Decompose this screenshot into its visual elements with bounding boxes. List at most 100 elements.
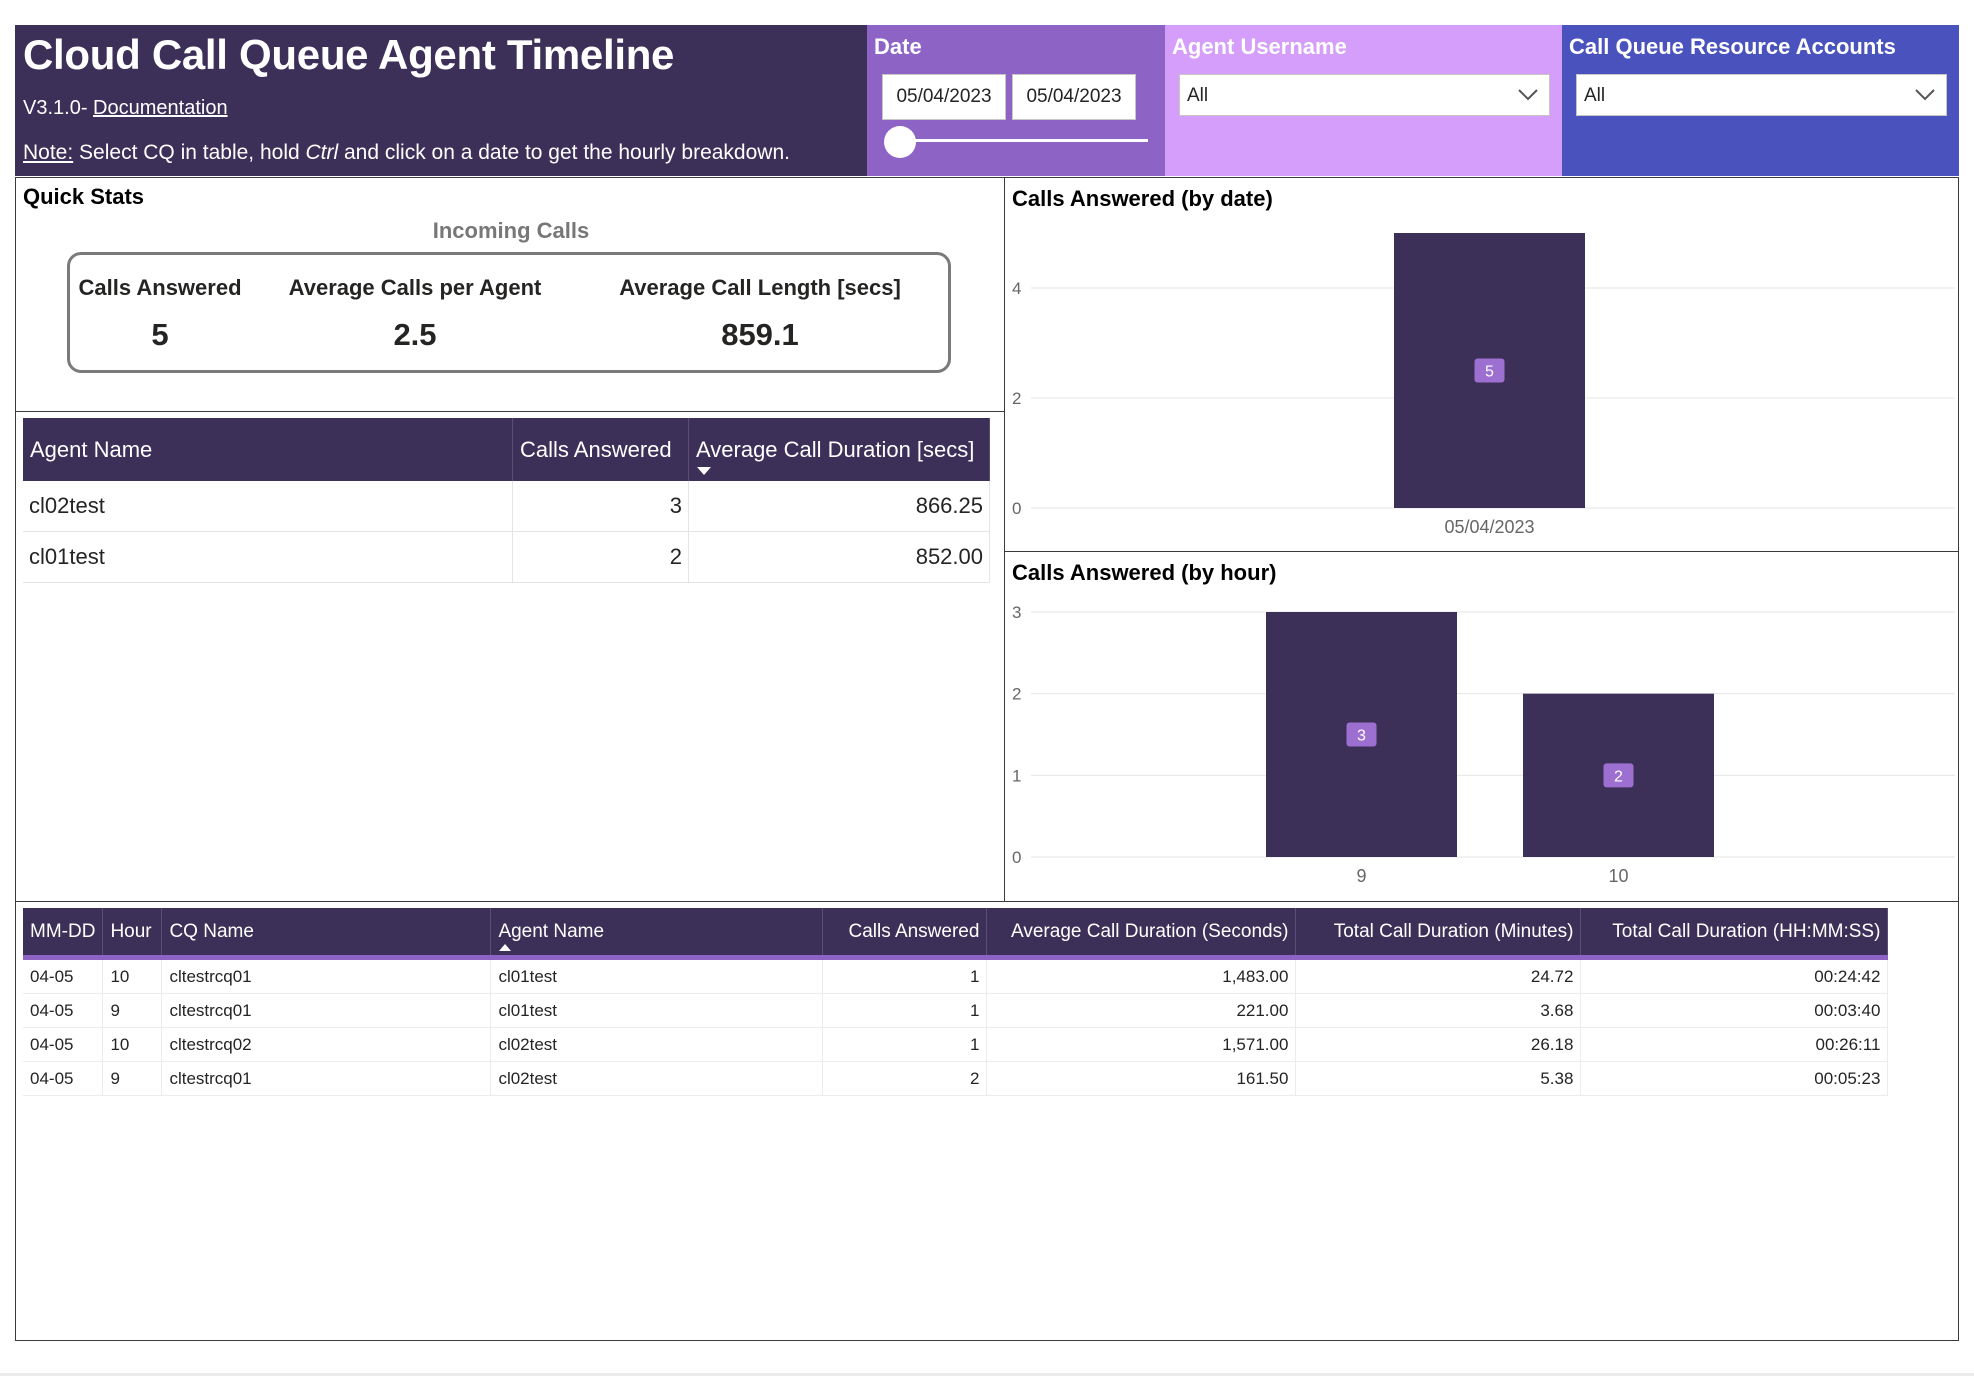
total-hhmmss-cell: 00:26:11 bbox=[1580, 1027, 1889, 1062]
calls-by-hour-plot: 0 1 2 3 3 9 2 10 bbox=[1012, 603, 1955, 886]
x-tick-label: 10 bbox=[1608, 866, 1628, 886]
calls-answered-value: 5 bbox=[151, 317, 169, 352]
note-ctrl: Ctrl bbox=[305, 141, 339, 164]
y-tick-label: 1 bbox=[1012, 766, 1021, 785]
chevron-down-icon bbox=[1915, 89, 1935, 101]
calls-by-hour-chart: 0 1 2 3 3 9 2 10 Calls Answered (by hour) bbox=[1004, 551, 1959, 902]
call-queue-value: All bbox=[1584, 85, 1606, 106]
version-label: V3.1.0- bbox=[23, 97, 88, 119]
calls-answered-cell: 2 bbox=[822, 1061, 988, 1096]
date-end-input[interactable]: 05/04/2023 bbox=[1012, 74, 1136, 120]
hour-cell: 10 bbox=[102, 957, 163, 994]
total-minutes-cell: 26.18 bbox=[1295, 1027, 1582, 1062]
calls-answered-cell: 1 bbox=[822, 957, 988, 994]
average-call-length-value: 859.1 bbox=[721, 317, 799, 352]
call-queue-slicer: Call Queue Resource Accounts All bbox=[1562, 25, 1959, 176]
calls-answered-cell: 1 bbox=[822, 993, 988, 1028]
calls-by-date-title: Calls Answered (by date) bbox=[1012, 186, 1273, 211]
calls-by-date-chart: 0 2 4 5 05/04/2023 Calls Answered (by date) bbox=[1004, 177, 1959, 552]
table-row[interactable]: 04-05 10 cltestrcq01 cl01test 1 1,483.00 24.72… bbox=[23, 957, 1889, 994]
table-row[interactable]: 04-05 10 cltestrcq02 cl02test 1 1,571.00 26.18… bbox=[23, 1027, 1889, 1062]
average-call-duration-cell: 866.25 bbox=[688, 481, 990, 532]
calls-answered-cell: 2 bbox=[512, 531, 689, 583]
average-call-duration-cell: 1,483.00 bbox=[986, 957, 1297, 994]
date-start-input[interactable]: 05/04/2023 bbox=[882, 74, 1006, 120]
data-label: 3 bbox=[1357, 728, 1366, 745]
agent-name-cell: cl02test bbox=[490, 1027, 824, 1062]
sort-descending-icon bbox=[697, 467, 711, 475]
page-title: Cloud Call Queue Agent Timeline bbox=[23, 31, 675, 78]
title-panel: Cloud Call Queue Agent Timeline V3.1.0- … bbox=[15, 25, 867, 176]
agent-name-cell: cl01test bbox=[490, 957, 824, 994]
total-hhmmss-cell: 00:24:42 bbox=[1580, 957, 1889, 994]
data-label-badge bbox=[1474, 358, 1505, 383]
call-queue-dropdown[interactable]: All bbox=[1576, 74, 1947, 116]
date-slicer-title: Date bbox=[874, 34, 922, 59]
detail-table: MM-DD Hour CQ Name Agent Name Calls Answ… bbox=[23, 908, 1889, 1096]
version-line: V3.1.0- Documentation bbox=[23, 97, 228, 120]
data-label-badge bbox=[1346, 722, 1377, 747]
agent-name-header[interactable]: Agent Name bbox=[23, 418, 513, 481]
calls-answered-header[interactable]: Calls Answered bbox=[512, 418, 689, 481]
chevron-down-icon bbox=[1518, 89, 1538, 101]
agent-username-dropdown[interactable]: All bbox=[1179, 74, 1550, 116]
calls-by-hour-title: Calls Answered (by hour) bbox=[1012, 560, 1277, 585]
calls-answered-label: Calls Answered bbox=[78, 275, 242, 300]
average-call-duration-seconds-header[interactable]: Average Call Duration (Seconds) bbox=[986, 908, 1297, 960]
table-row[interactable]: cl02test 3 866.25 bbox=[23, 481, 990, 532]
table-row[interactable]: 04-05 9 cltestrcq01 cl01test 1 221.00 3.68 00:0… bbox=[23, 993, 1889, 1028]
data-label-badge bbox=[1603, 763, 1634, 788]
total-call-duration-hhmmss-header[interactable]: Total Call Duration (HH:MM:SS) bbox=[1580, 908, 1889, 960]
page-bottom-strip bbox=[0, 1373, 1974, 1376]
note-text-1: Select CQ in table, hold bbox=[73, 141, 306, 164]
average-call-duration-cell: 221.00 bbox=[986, 993, 1297, 1028]
average-call-length-label: Average Call Length [secs] bbox=[619, 275, 901, 300]
agent-name-cell: cl02test bbox=[23, 481, 513, 532]
total-minutes-cell: 24.72 bbox=[1295, 957, 1582, 994]
agent-name-cell: cl01test bbox=[490, 993, 824, 1028]
agent-table: Agent Name Calls Answered Average Call D… bbox=[23, 418, 990, 583]
y-tick-label: 0 bbox=[1012, 499, 1021, 518]
calls-answered-cell: 1 bbox=[822, 1027, 988, 1062]
x-tick-label: 9 bbox=[1356, 866, 1366, 886]
note-line: Note: Select CQ in table, hold Ctrl and … bbox=[23, 141, 790, 165]
x-tick-label: 05/04/2023 bbox=[1444, 517, 1534, 537]
table-row[interactable]: 04-05 9 cltestrcq01 cl02test 2 161.50 5.38 00:0… bbox=[23, 1061, 1889, 1096]
mm-dd-header[interactable]: MM-DD bbox=[23, 908, 104, 960]
data-label: 5 bbox=[1485, 364, 1494, 381]
total-hhmmss-cell: 00:05:23 bbox=[1580, 1061, 1889, 1096]
agent-table-panel: Agent Name Calls Answered Average Call D… bbox=[15, 411, 1005, 902]
detail-table-panel: MM-DD Hour CQ Name Agent Name Calls Answ… bbox=[15, 901, 1959, 1341]
agent-username-slicer: Agent Username All bbox=[1165, 25, 1562, 176]
call-queue-slicer-title: Call Queue Resource Accounts bbox=[1569, 34, 1896, 59]
date-slicer: Date 05/04/2023 05/04/2023 bbox=[867, 25, 1165, 176]
average-call-duration-cell: 1,571.00 bbox=[986, 1027, 1297, 1062]
stats-card: Calls Answered 5 Average Calls per Agent… bbox=[67, 252, 951, 373]
y-tick-label: 0 bbox=[1012, 848, 1021, 867]
cq-name-header[interactable]: CQ Name bbox=[161, 908, 492, 960]
incoming-calls-label: Incoming Calls bbox=[432, 218, 590, 243]
calls-answered-header[interactable]: Calls Answered bbox=[822, 908, 988, 960]
average-call-duration-header[interactable]: Average Call Duration [secs] bbox=[688, 418, 990, 481]
documentation-link[interactable]: Documentation bbox=[93, 97, 228, 119]
calls-by-date-plot: 0 2 4 5 05/04/2023 bbox=[1012, 233, 1955, 537]
average-calls-per-agent-value: 2.5 bbox=[393, 317, 437, 352]
mm-dd-cell: 04-05 bbox=[23, 1027, 104, 1062]
cq-name-cell: cltestrcq02 bbox=[161, 1027, 492, 1062]
y-tick-label: 2 bbox=[1012, 389, 1021, 408]
table-row[interactable]: cl01test 2 852.00 bbox=[23, 531, 990, 583]
average-call-duration-cell: 161.50 bbox=[986, 1061, 1297, 1096]
mm-dd-cell: 04-05 bbox=[23, 993, 104, 1028]
agent-name-cell: cl01test bbox=[23, 531, 513, 583]
calls-answered-cell: 3 bbox=[512, 481, 689, 532]
total-minutes-cell: 3.68 bbox=[1295, 993, 1582, 1028]
note-text-2: and click on a date to get the hourly br… bbox=[338, 141, 790, 164]
total-call-duration-minutes-header[interactable]: Total Call Duration (Minutes) bbox=[1295, 908, 1582, 960]
date-range-track[interactable] bbox=[903, 139, 1148, 142]
cq-name-cell: cltestrcq01 bbox=[161, 993, 492, 1028]
hour-header[interactable]: Hour bbox=[102, 908, 163, 960]
agent-name-header[interactable]: Agent Name bbox=[490, 908, 824, 960]
agent-username-slicer-title: Agent Username bbox=[1172, 34, 1347, 59]
date-range-handle[interactable] bbox=[884, 126, 916, 158]
mm-dd-cell: 04-05 bbox=[23, 1061, 104, 1096]
